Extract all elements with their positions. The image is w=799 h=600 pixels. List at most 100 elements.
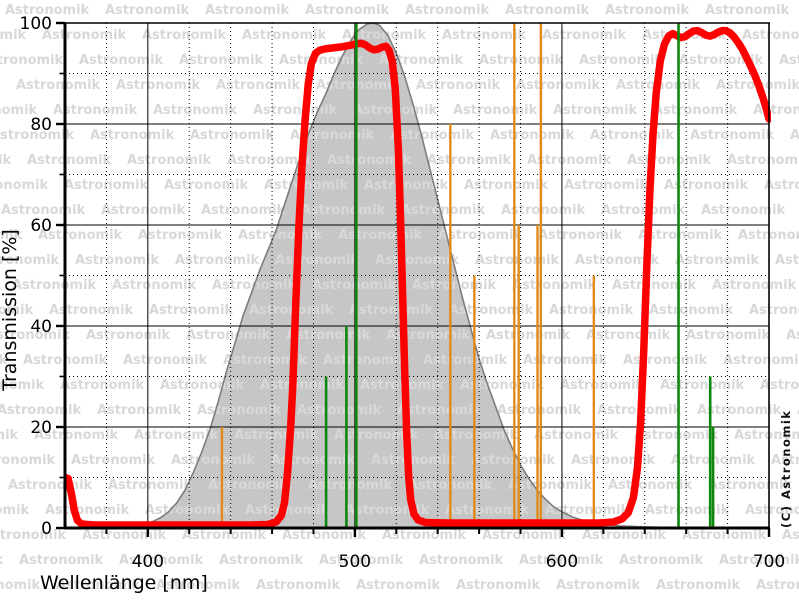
watermark-text: Astronomik: [164, 178, 249, 193]
watermark-text: Astronomik: [264, 178, 349, 193]
watermark-text: Astronomik: [45, 503, 130, 518]
watermark-text: Astronomik: [138, 228, 223, 243]
watermark-text: Astronomik: [82, 528, 167, 543]
watermark-text: Astronomik: [223, 353, 308, 368]
watermark-text: Astronomik: [601, 203, 686, 218]
watermark-text: Astronomik: [142, 28, 227, 43]
watermark-text: Astronomik: [760, 378, 799, 393]
watermark-text: Astronomik: [534, 428, 619, 443]
watermark-text: Astronomik: [256, 578, 341, 593]
watermark-text: Astronomik: [0, 253, 60, 268]
watermark-text: Astronomik: [12, 278, 97, 293]
watermark-text: Astronomik: [705, 3, 790, 18]
watermark-text: Astronomik: [279, 53, 364, 68]
watermark-text: Astronomik: [690, 128, 775, 143]
watermark-text: Astronomik: [71, 453, 156, 468]
watermark-text: Astronomik: [190, 128, 275, 143]
watermark-text: Astronomik: [523, 353, 608, 368]
watermark-text: Astronomik: [79, 53, 164, 68]
watermark-text: Astronomik: [627, 153, 712, 168]
watermark-text: Astronomik: [19, 553, 104, 568]
watermark-text: Astronomik: [797, 403, 799, 418]
watermark-text: Astronomik: [234, 428, 319, 443]
watermark-text: Astronomik: [497, 403, 582, 418]
watermark-text: Astronomik: [612, 278, 697, 293]
watermark-text: Astronomik: [53, 103, 138, 118]
watermark-text: Astronomik: [427, 153, 512, 168]
watermark-text: Astronomik: [742, 28, 799, 43]
watermark-text: Astronomik: [749, 303, 799, 318]
watermark-text: Astronomik: [508, 478, 593, 493]
x-tick-label-600: 600: [546, 552, 578, 572]
watermark-text: Astronomik: [182, 528, 267, 543]
watermark-text: Astronomik: [412, 278, 497, 293]
watermark-text: Astronomik: [42, 28, 127, 43]
watermark-text: Astronomik: [227, 153, 312, 168]
watermark-text: Astronomik: [0, 453, 56, 468]
watermark-text: Astronomik: [375, 253, 460, 268]
watermark-text: Astronomik: [0, 28, 27, 43]
watermark-text: Astronomik: [101, 203, 186, 218]
watermark-text: Astronomik: [516, 78, 601, 93]
watermark-text: Astronomik: [505, 3, 590, 18]
watermark-text: Astronomik: [0, 303, 34, 318]
watermark-text: Astronomik: [560, 378, 645, 393]
watermark-text: Astronomik: [0, 53, 64, 68]
watermark-text: Astronomik: [745, 503, 799, 518]
watermark-text: Astronomik: [545, 503, 630, 518]
y-tick-label-40: 40: [30, 317, 52, 337]
light-pollution-lines: [220, 23, 596, 528]
watermark-text: Astronomik: [290, 128, 375, 143]
watermark-text: Astronomik: [764, 178, 799, 193]
watermark-text: Astronomik: [519, 553, 604, 568]
y-tick-label-20: 20: [30, 418, 52, 438]
watermark-text: Astronomik: [638, 228, 723, 243]
watermark-text: Astronomik: [153, 103, 238, 118]
watermark-text: Astronomik: [419, 553, 504, 568]
watermark-text: Astronomik: [319, 553, 404, 568]
axis-ticks: [56, 21, 771, 537]
watermark-text: Astronomik: [527, 153, 612, 168]
filter-transmission-curve: [64, 26, 771, 529]
watermark-text: Astronomik: [475, 253, 560, 268]
watermark-text: Astronomik: [608, 478, 693, 493]
watermark-text: Astronomik: [538, 228, 623, 243]
watermark-text: Astronomik: [356, 578, 441, 593]
watermark-text: Astronomik: [97, 403, 182, 418]
watermark-text: Astronomik: [105, 3, 190, 18]
watermark-text: Astronomik: [512, 278, 597, 293]
watermark-text: Astronomik: [542, 28, 627, 43]
watermark-text: Astronomik: [253, 103, 338, 118]
watermark-text: Astronomik: [205, 3, 290, 18]
watermark-text: Astronomik: [0, 403, 82, 418]
watermark-text: Astronomik: [682, 528, 767, 543]
watermark-text: Astronomik: [323, 353, 408, 368]
watermark-text: Astronomik: [753, 103, 799, 118]
watermark-text: Astronomik: [0, 153, 12, 168]
watermark-text: Astronomik: [501, 203, 586, 218]
watermark-text: Astronomik: [575, 253, 660, 268]
watermark-text: Astronomik: [727, 153, 799, 168]
watermark-text: Astronomik: [479, 53, 564, 68]
watermark-text: Astronomik: [423, 353, 508, 368]
watermark-text: Astronomik: [449, 303, 534, 318]
watermark-text: Astronomik: [401, 203, 486, 218]
nebula-emission-lines: [324, 23, 715, 528]
watermark-text: Astronomik: [664, 178, 749, 193]
watermark-text: Astronomik: [775, 253, 799, 268]
watermark-text: Astronomik: [219, 553, 304, 568]
watermark-text: Astronomik: [712, 278, 797, 293]
watermark-text: Astronomik: [486, 328, 571, 343]
watermark-text: Astronomik: [590, 128, 675, 143]
watermark-text: Astronomik: [64, 178, 149, 193]
watermark-text: Astronomik: [275, 253, 360, 268]
watermark-text: Astronomik: [301, 203, 386, 218]
watermark-text: Astronomik: [649, 303, 734, 318]
watermark-text: Astronomik: [179, 53, 264, 68]
watermark-text: Astronomik: [201, 203, 286, 218]
watermark-text: Astronomik: [434, 428, 519, 443]
watermark-text: Astronomik: [160, 378, 245, 393]
watermark-text: Astronomik: [208, 478, 293, 493]
watermark-text: Astronomik: [345, 503, 430, 518]
watermark-text: Astronomik: [145, 503, 230, 518]
